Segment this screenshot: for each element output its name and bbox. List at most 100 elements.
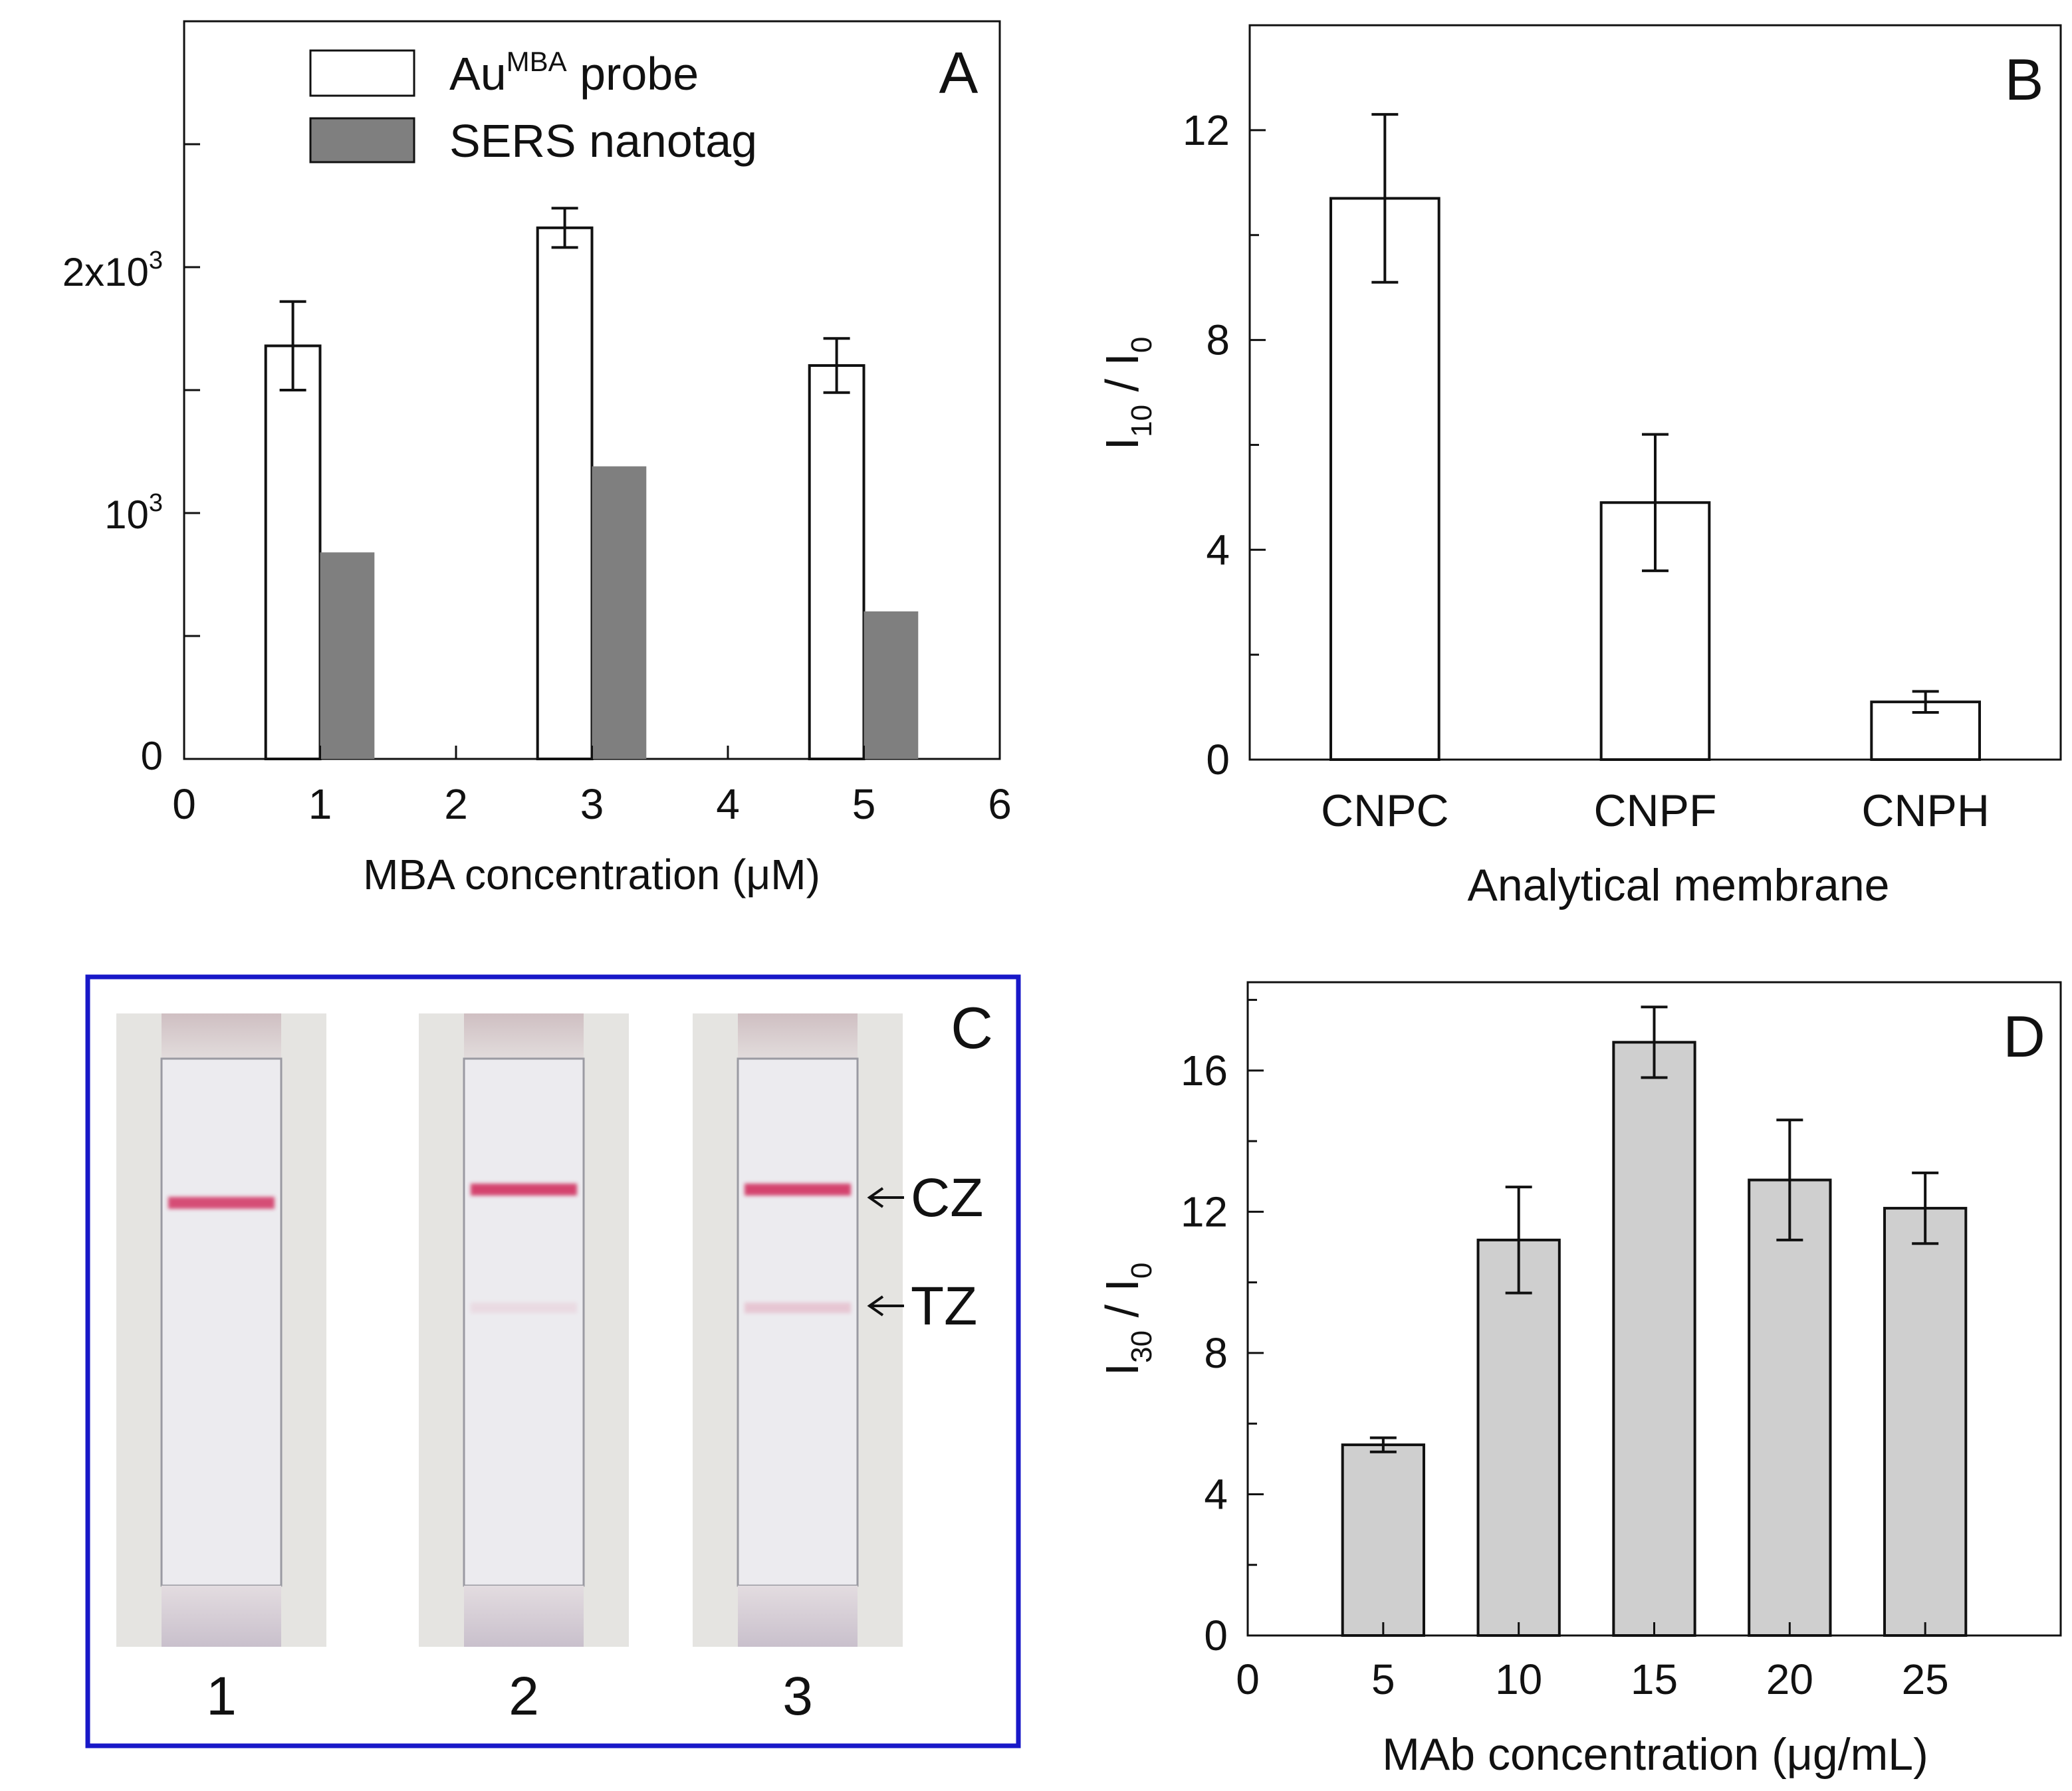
- annotation-cz: CZ: [867, 1168, 983, 1228]
- arrow-cz-head-icon: [867, 1187, 884, 1208]
- panel-b-errorbar-cnpf: [1642, 433, 1669, 572]
- panel-a-x-tick-labels: 0 1 2 3 4 5 6: [172, 780, 1012, 828]
- panel-b-category-label-cnpc: CNPC: [1321, 786, 1449, 836]
- panel-d-ytick-label-12: 12: [1181, 1188, 1228, 1235]
- panel-a-bar-probe-1: [264, 344, 322, 760]
- legend-swatch-open: [309, 49, 415, 97]
- panel-d-y-tick-labels: 0 4 8 12 16: [1181, 1047, 1228, 1659]
- panel-b-y-tick-labels: 0 4 8 12: [1183, 106, 1230, 784]
- panel-d-errorbar-15: [1641, 1005, 1668, 1079]
- panel-b-bar-cnpc: [1329, 197, 1440, 761]
- panel-b-errorbars: [1371, 113, 1939, 714]
- panel-d-errorbar-5: [1369, 1436, 1397, 1453]
- panel-a-xtick-label-3: 3: [580, 780, 604, 828]
- panel-a-xtick-label-2: 2: [444, 780, 468, 828]
- panel-b-bars: [1329, 197, 1981, 762]
- panel-b-y-ticks: [1250, 129, 1266, 656]
- panel-d-panel-letter: D: [2003, 1003, 2045, 1069]
- strip-2-label: 2: [509, 1666, 539, 1727]
- panel-a-ytick-label-2000: 2x103: [62, 247, 163, 294]
- panel-d-xtick-label-25: 25: [1902, 1655, 1949, 1703]
- panel-b-errorbar-cnph: [1912, 690, 1939, 714]
- strip-2-control-line: [471, 1184, 577, 1196]
- panel-a-bar-probe-5: [808, 364, 865, 760]
- strip-1-absorbent-pad: [162, 1586, 281, 1647]
- label-tz: TZ: [911, 1276, 977, 1336]
- panel-d-bar-10: [1476, 1238, 1561, 1637]
- panel-a-ytick-label-0: 0: [141, 734, 163, 778]
- panel-d-ytick-label-4: 4: [1204, 1470, 1228, 1518]
- panel-a-bar-nanotag-1: [320, 552, 375, 759]
- panel-d-ytick-label-8: 8: [1204, 1329, 1228, 1377]
- legend-swatch-gray: [309, 117, 415, 163]
- panel-a-bar-nanotag-5: [863, 611, 919, 759]
- strip-3-membrane: [737, 1057, 859, 1587]
- panel-d-xtick-label-10: 10: [1495, 1655, 1542, 1703]
- panel-b-ytick-label-0: 0: [1206, 736, 1230, 784]
- legend-label-au-mba-probe: AuMBA probe: [449, 46, 699, 100]
- panel-a-bar-nanotag-3: [592, 466, 647, 759]
- panel-d-x-tick-labels: 0 5 10 15 20 25: [1236, 1655, 1949, 1703]
- panel-a-x-ticks: [319, 746, 865, 759]
- panel-b-ytick-label-8: 8: [1206, 316, 1230, 364]
- panel-a-legend: AuMBA probe SERS nanotag: [309, 46, 757, 167]
- panel-b-ytick-label-4: 4: [1206, 526, 1230, 574]
- panel-a-panel-letter: A: [939, 40, 978, 106]
- panel-d-bar-5: [1341, 1443, 1425, 1637]
- panel-a-errorbar-3: [551, 207, 578, 249]
- panel-d-xtick-label-20: 20: [1766, 1655, 1813, 1703]
- panel-a-xtick-label-5: 5: [852, 780, 876, 828]
- panel-a-chart: 0 103 2x103 0 1 2 3 4 5 6 MBA concentration (μ…: [62, 20, 1012, 898]
- panel-a-bars: [264, 226, 919, 760]
- strip-2-test-line: [471, 1303, 577, 1313]
- panel-b-panel-letter: B: [2005, 47, 2044, 112]
- arrow-tz-head-icon: [867, 1295, 884, 1317]
- strip-2-membrane: [463, 1057, 585, 1587]
- strip-1: 1: [116, 1013, 326, 1727]
- panel-d-x-ticks: [1382, 1622, 1926, 1635]
- panel-d-errorbar-20: [1776, 1118, 1803, 1241]
- annotation-tz: TZ: [867, 1276, 977, 1336]
- panel-a-xtick-label-4: 4: [716, 780, 740, 828]
- panel-b-errorbar-cnpc: [1371, 113, 1399, 284]
- panel-d-x-axis-title: MAb concentration (μg/mL): [1382, 1729, 1928, 1780]
- strip-3: 3: [693, 1013, 903, 1727]
- strip-1-sample-pad: [162, 1013, 281, 1059]
- strip-2-sample-pad: [464, 1013, 584, 1059]
- legend-label-sers-nanotag: SERS nanotag: [449, 115, 757, 167]
- panel-b-x-axis-title: Analytical membrane: [1468, 860, 1890, 910]
- strip-3-control-line: [745, 1184, 851, 1196]
- panel-b-y-axis-title: I10 / I0: [1096, 337, 1158, 451]
- panel-b-ytick-label-12: 12: [1183, 106, 1230, 154]
- panel-b-chart: 0 4 8 12 CNPC CNPF CNPH Analytical membrane I…: [1096, 24, 2062, 910]
- panel-d-errorbar-25: [1912, 1171, 1939, 1245]
- strip-3-sample-pad: [738, 1013, 858, 1059]
- panel-a-x-axis-title: MBA concentration (μM): [363, 851, 820, 898]
- panel-a-errorbar-5: [823, 337, 850, 394]
- panel-a-y-tick-labels: 0 103 2x103: [62, 247, 163, 778]
- panel-d-ytick-label-16: 16: [1181, 1047, 1228, 1095]
- panel-d-xtick-label-5: 5: [1371, 1655, 1395, 1703]
- strip-3-test-line: [745, 1303, 851, 1313]
- panel-d-errorbars: [1369, 1005, 1939, 1453]
- panel-d-bar-15: [1612, 1041, 1696, 1637]
- panel-d-ytick-label-0: 0: [1204, 1612, 1228, 1659]
- panel-d-y-axis-title: I30 / I0: [1096, 1263, 1158, 1376]
- panel-a-errorbars: [279, 207, 850, 394]
- strip-3-absorbent-pad: [738, 1586, 858, 1647]
- panel-d-xtick-label-0: 0: [1236, 1655, 1260, 1703]
- panel-a-bar-probe-3: [536, 226, 594, 760]
- strip-1-label: 1: [206, 1666, 237, 1727]
- panel-d-chart: 0 4 8 12 16 0 5 10 15 20 25 MAb concentration (μg…: [1096, 981, 2062, 1780]
- panel-d-y-ticks: [1248, 999, 1264, 1566]
- panel-a-ytick-label-1000: 103: [104, 489, 163, 537]
- panel-b-category-label-cnpf: CNPF: [1593, 786, 1716, 836]
- panel-a-xtick-label-1: 1: [308, 780, 332, 828]
- strip-2-absorbent-pad: [464, 1586, 584, 1647]
- strip-1-membrane: [160, 1057, 283, 1587]
- strip-2: 2: [419, 1013, 629, 1727]
- panel-b-category-label-cnph: CNPH: [1861, 786, 1990, 836]
- panel-a-errorbar-1: [279, 300, 306, 391]
- label-cz: CZ: [911, 1168, 983, 1228]
